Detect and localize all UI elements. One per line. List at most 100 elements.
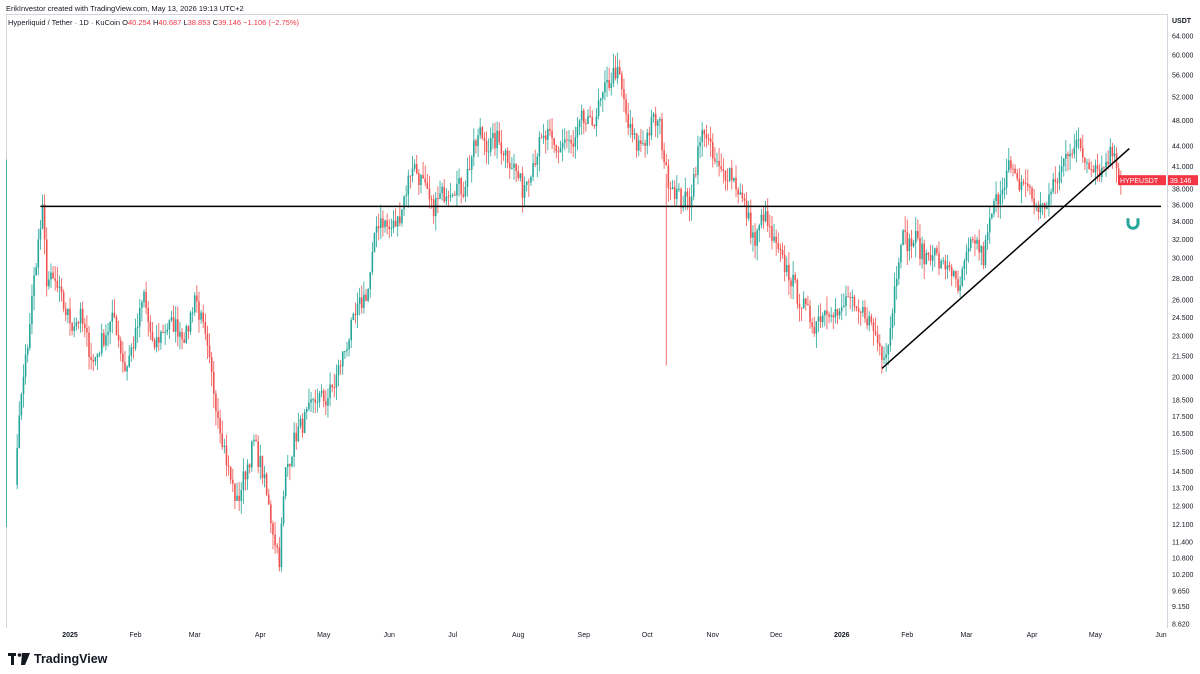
candle-body [585, 123, 587, 125]
candle-body [221, 433, 224, 447]
candle-body [667, 165, 670, 189]
y-tick-label: 41.000 [1172, 164, 1194, 171]
y-tick-label: 14.500 [1172, 469, 1194, 476]
candle-body [360, 297, 363, 308]
candle-body [1012, 168, 1014, 170]
candle-body [629, 123, 632, 128]
candle-body [965, 251, 968, 261]
candle-body [174, 319, 177, 332]
candle-body [1037, 205, 1040, 213]
candle-body [612, 67, 615, 84]
symbol-description[interactable]: Hyperliquid / Tether · 1D · KuCoin [8, 18, 120, 27]
candle-body [957, 279, 959, 291]
candle-body [39, 228, 42, 240]
candle-body [229, 466, 232, 480]
candle-body [525, 181, 528, 186]
x-tick-label: Feb [901, 632, 913, 639]
candle-body [1103, 167, 1105, 169]
candle-body [828, 314, 830, 317]
open-value: 40.254 [127, 18, 151, 27]
candle-body [676, 188, 678, 199]
candle-body [365, 294, 367, 301]
candle-body [41, 204, 44, 229]
candle-body [703, 130, 706, 135]
candle-body [923, 243, 925, 265]
candle-body [333, 387, 336, 389]
candle-body [709, 138, 712, 143]
candle-body [948, 265, 951, 268]
candle-body [270, 504, 272, 524]
candle-body [972, 239, 974, 241]
candle-body [769, 226, 771, 228]
candle-body [528, 181, 530, 183]
candle-body [185, 326, 188, 343]
candle-body [179, 331, 181, 337]
candle-body [356, 304, 359, 316]
candle-body [115, 317, 118, 336]
candle-body [1088, 162, 1090, 170]
candle-body [1014, 168, 1016, 174]
candle-body [855, 306, 858, 309]
candle-body [286, 463, 289, 468]
candle-body [511, 167, 513, 169]
candle-body [153, 340, 156, 348]
candle-body [540, 137, 543, 139]
candle-body [240, 490, 243, 501]
low-value: 38.853 [187, 18, 211, 27]
candle-body [688, 196, 691, 208]
candle-body [1105, 161, 1107, 168]
candle-body [430, 199, 433, 201]
candle-body [851, 296, 854, 299]
candle-body [671, 187, 674, 189]
candle-body [967, 248, 970, 252]
candle-body [862, 307, 864, 313]
candle-body [466, 168, 469, 187]
candle-body [699, 142, 701, 147]
candle-body [506, 150, 509, 163]
candle-body [792, 274, 794, 287]
candle-body [162, 331, 164, 333]
candle-body [227, 465, 230, 467]
candle-body [785, 265, 788, 273]
y-tick-label: 12.100 [1172, 522, 1194, 529]
candle-body [498, 130, 501, 143]
high-value: 40.687 [158, 18, 182, 27]
candle-body [496, 130, 498, 149]
candle-body [633, 133, 636, 135]
candle-body [733, 177, 735, 181]
candle-body [574, 137, 577, 147]
candle-body [883, 357, 885, 360]
candle-body [20, 394, 23, 416]
candle-body [43, 204, 46, 240]
candle-body [316, 402, 319, 404]
candle-body [84, 323, 86, 329]
footer-brand[interactable]: TradingView [8, 652, 107, 666]
y-tick-label: 60.000 [1172, 52, 1194, 59]
candle-body [925, 252, 928, 265]
candle-body [177, 319, 179, 337]
candle-body [910, 238, 913, 247]
y-tick-label: 56.000 [1172, 73, 1194, 80]
candle-body [413, 164, 416, 169]
candle-body [595, 116, 598, 127]
candle-body [293, 432, 295, 457]
candle-body [942, 260, 945, 262]
candle-body [673, 187, 676, 199]
candle-body [1062, 158, 1065, 167]
candle-body [559, 147, 562, 153]
candle-body [597, 100, 600, 117]
candle-body [950, 267, 953, 277]
candle-body [570, 139, 572, 144]
candle-body [420, 175, 422, 186]
candle-body [798, 303, 801, 308]
candle-body [887, 345, 890, 355]
candle-body [665, 162, 668, 166]
candle-body [508, 162, 511, 169]
candle-body [777, 242, 780, 249]
candle-body [766, 211, 769, 227]
candle-body [788, 265, 790, 281]
candle-body [458, 177, 460, 184]
candle-body [67, 308, 69, 316]
candle-body [375, 226, 378, 233]
